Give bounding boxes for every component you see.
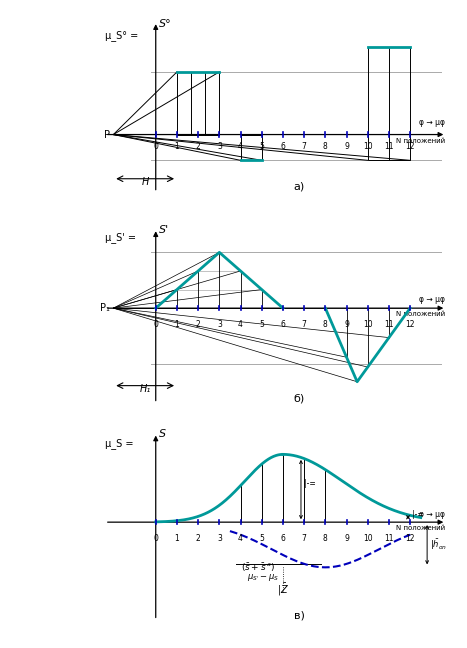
- Text: 11: 11: [384, 319, 394, 329]
- Text: φ → μφ: φ → μφ: [419, 510, 445, 519]
- Text: S: S: [159, 429, 166, 439]
- Text: 6: 6: [281, 534, 285, 543]
- Text: φ → μφ: φ → μφ: [419, 295, 445, 304]
- Text: $(\bar{s}+\bar{s}^{\,a})$: $(\bar{s}+\bar{s}^{\,a})$: [241, 561, 275, 573]
- Text: 5: 5: [259, 319, 264, 329]
- Text: 2: 2: [196, 319, 200, 329]
- Text: N положений: N положений: [396, 525, 445, 531]
- Text: μ_S =: μ_S =: [105, 437, 134, 448]
- Text: 9: 9: [344, 534, 349, 543]
- Text: 8: 8: [323, 142, 328, 151]
- Text: 4: 4: [238, 142, 243, 151]
- Text: S°: S°: [159, 19, 172, 29]
- Text: 3: 3: [217, 142, 222, 151]
- Text: в): в): [294, 610, 304, 621]
- Text: μ_S' =: μ_S' =: [105, 232, 136, 243]
- Text: 5: 5: [259, 142, 264, 151]
- Text: 12: 12: [405, 534, 415, 543]
- Text: 2: 2: [196, 534, 200, 543]
- Text: |-=: |-=: [412, 510, 424, 519]
- Text: 0: 0: [153, 142, 158, 151]
- Bar: [241, 135, 262, 160]
- Text: 8: 8: [323, 319, 328, 329]
- Text: P₁: P₁: [100, 303, 110, 313]
- Text: $\mu_{S'}-\mu_S$: $\mu_{S'}-\mu_S$: [247, 572, 279, 583]
- Text: 3: 3: [217, 534, 222, 543]
- Text: P: P: [104, 130, 110, 139]
- Text: 1: 1: [175, 319, 179, 329]
- Text: 4: 4: [238, 319, 243, 329]
- Text: φ → μφ: φ → μφ: [419, 119, 445, 128]
- Text: 12: 12: [405, 142, 415, 151]
- Text: 5: 5: [259, 534, 264, 543]
- Text: 7: 7: [302, 319, 307, 329]
- Text: 1: 1: [175, 534, 179, 543]
- Text: 7: 7: [302, 142, 307, 151]
- Text: 11: 11: [384, 142, 394, 151]
- Text: 6: 6: [281, 319, 285, 329]
- Text: $|\bar{h}_{on}$: $|\bar{h}_{on}$: [430, 537, 447, 552]
- Bar: [177, 72, 219, 135]
- Text: H: H: [142, 177, 149, 187]
- Text: 3: 3: [217, 319, 222, 329]
- Text: H₁: H₁: [140, 384, 151, 394]
- Text: |-=: |-=: [304, 480, 316, 489]
- Text: 10: 10: [363, 142, 373, 151]
- Text: N положений: N положений: [396, 138, 445, 144]
- Text: 12: 12: [405, 319, 415, 329]
- Text: 2: 2: [196, 142, 200, 151]
- Text: 9: 9: [344, 142, 349, 151]
- Text: 11: 11: [384, 534, 394, 543]
- Text: 9: 9: [344, 319, 349, 329]
- Text: 7: 7: [302, 534, 307, 543]
- Text: 10: 10: [363, 319, 373, 329]
- Text: 10: 10: [363, 534, 373, 543]
- Text: 6: 6: [281, 142, 285, 151]
- Bar: [368, 47, 410, 160]
- Text: б): б): [294, 393, 305, 403]
- Text: N положений: N положений: [396, 311, 445, 317]
- Text: S': S': [159, 225, 169, 235]
- Text: 0: 0: [153, 534, 158, 543]
- Text: 1: 1: [175, 142, 179, 151]
- Text: 8: 8: [323, 534, 328, 543]
- Text: 4: 4: [238, 534, 243, 543]
- Text: μ_S° =: μ_S° =: [105, 30, 138, 41]
- Text: $|\bar{Z}$: $|\bar{Z}$: [277, 582, 289, 598]
- Text: 0: 0: [153, 319, 158, 329]
- Text: а): а): [294, 182, 305, 192]
